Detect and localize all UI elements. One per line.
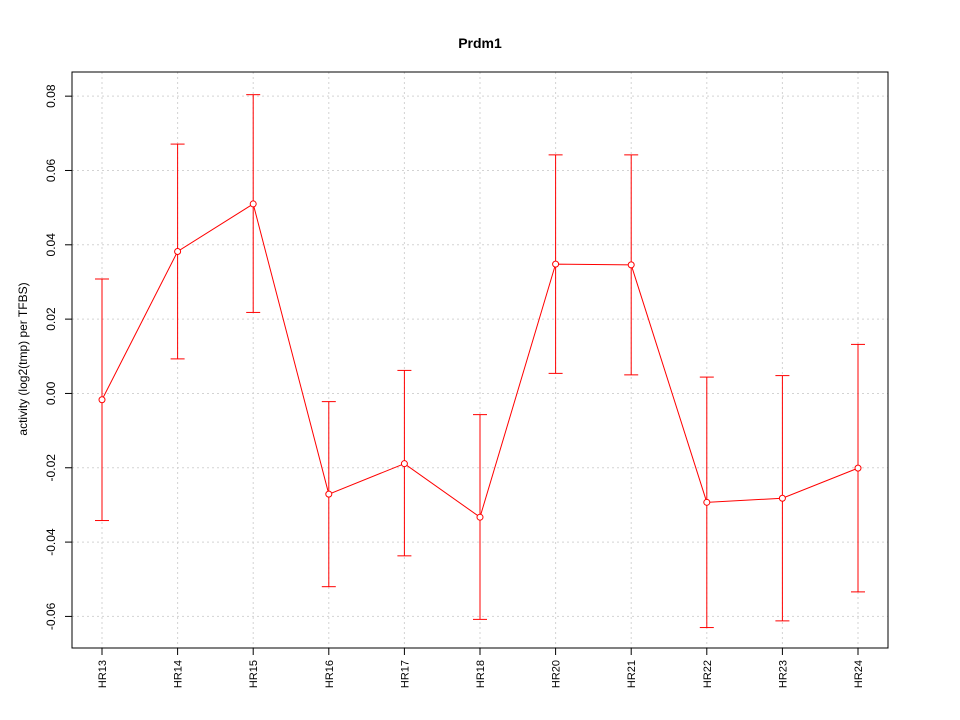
y-tick-label: 0.06 <box>44 158 58 182</box>
plot-frame <box>71 71 889 649</box>
series <box>95 94 865 629</box>
x-tick-label: HR18 <box>475 660 487 688</box>
data-point <box>98 396 106 404</box>
data-point <box>174 247 182 255</box>
y-axis: -0.06 -0.04 -0.02 0.00 0.02 0.04 0.06 0.08 <box>44 84 73 630</box>
data-point <box>552 260 560 268</box>
y-tick-label: -0.06 <box>44 602 58 630</box>
x-tick-label: HR21 <box>626 660 638 688</box>
grid <box>72 72 888 648</box>
x-tick-label: HR23 <box>777 660 789 688</box>
x-tick-label: HR13 <box>97 660 109 688</box>
data-point <box>703 498 711 506</box>
data-point <box>778 494 786 502</box>
y-tick-label: 0.08 <box>44 84 58 108</box>
x-tick-label: HR17 <box>399 660 411 688</box>
data-point <box>627 261 635 269</box>
data-point <box>854 464 862 472</box>
x-tick-label: HR15 <box>248 660 260 688</box>
x-tick-label: HR16 <box>324 660 336 688</box>
data-point <box>476 513 484 521</box>
y-tick-label: -0.04 <box>44 528 58 556</box>
x-tick-label: HR22 <box>702 660 714 688</box>
x-tick-label: HR20 <box>551 660 563 688</box>
y-axis-label: activity (log2(tmp) per TFBS) <box>16 282 30 435</box>
data-point <box>249 200 257 208</box>
data-point <box>325 490 333 498</box>
y-tick-label: -0.02 <box>44 454 58 482</box>
chart-title: Prdm1 <box>458 35 502 51</box>
x-axis: HR13 HR14 HR15 HR16 HR17 HR18 HR20 HR21 HR22 HR23… <box>97 647 865 688</box>
x-tick-label: HR14 <box>173 660 185 688</box>
y-tick-label: 0.00 <box>44 381 58 405</box>
y-tick-label: 0.02 <box>44 307 58 331</box>
x-tick-label: HR24 <box>853 660 865 688</box>
data-point <box>400 460 408 468</box>
y-tick-label: 0.04 <box>44 233 58 257</box>
